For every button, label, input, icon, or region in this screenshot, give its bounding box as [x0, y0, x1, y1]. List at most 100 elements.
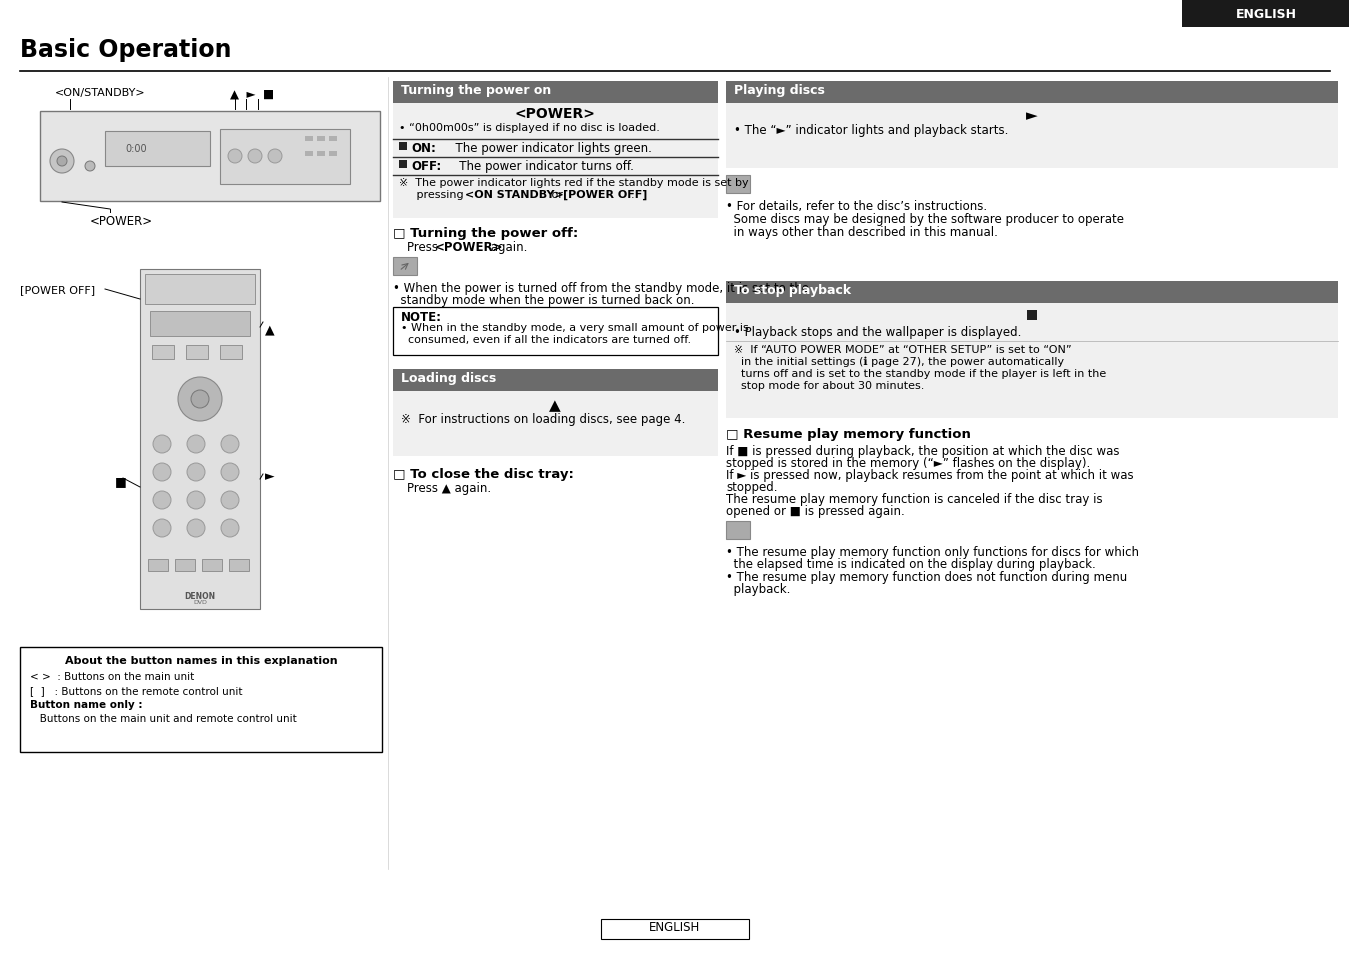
Text: • Playback stops and the wallpaper is displayed.: • Playback stops and the wallpaper is di… [734, 326, 1021, 338]
Text: opened or ■ is pressed again.: opened or ■ is pressed again. [726, 504, 905, 517]
Text: • The resume play memory function only functions for discs for which: • The resume play memory function only f… [726, 545, 1139, 558]
Bar [602, 919, 749, 939]
Text: ►: ► [264, 470, 275, 482]
Text: ※  The power indicator lights red if the standby mode is set by: ※ The power indicator lights red if the … [399, 178, 749, 188]
Circle shape [188, 436, 205, 454]
Bar [305, 137, 313, 142]
Text: in the initial settings (ℹ page 27), the power automatically: in the initial settings (ℹ page 27), the… [734, 356, 1064, 367]
Text: ※  If “AUTO POWER MODE” at “OTHER SETUP” is set to “ON”: ※ If “AUTO POWER MODE” at “OTHER SETUP” … [734, 345, 1071, 355]
Bar [393, 370, 718, 392]
Circle shape [248, 150, 262, 164]
Bar [393, 104, 718, 219]
Bar [148, 559, 169, 572]
Circle shape [152, 519, 171, 537]
Text: DENON: DENON [185, 592, 216, 600]
Text: <POWER>: <POWER> [434, 241, 503, 253]
Circle shape [221, 519, 239, 537]
Bar [726, 521, 750, 539]
Bar [202, 559, 223, 572]
Bar [175, 559, 196, 572]
Text: ►: ► [1027, 108, 1037, 123]
Text: If ■ is pressed during playback, the position at which the disc was: If ■ is pressed during playback, the pos… [726, 444, 1120, 457]
Circle shape [152, 492, 171, 510]
Bar [329, 137, 337, 142]
Text: ▲: ▲ [549, 397, 561, 413]
Circle shape [188, 463, 205, 481]
Text: ON:: ON: [411, 142, 436, 154]
Bar [399, 161, 407, 169]
Bar [393, 308, 718, 355]
Bar [150, 312, 250, 336]
Bar [144, 274, 255, 305]
Bar [186, 346, 208, 359]
Text: or: or [548, 190, 567, 200]
Bar [152, 346, 174, 359]
Circle shape [152, 436, 171, 454]
Bar [40, 112, 380, 202]
Text: consumed, even if all the indicators are turned off.: consumed, even if all the indicators are… [401, 335, 691, 345]
Bar [317, 152, 325, 157]
Text: <POWER>: <POWER> [514, 107, 595, 121]
Text: If ► is pressed now, playback resumes from the point at which it was: If ► is pressed now, playback resumes fr… [726, 469, 1133, 481]
Text: pressing: pressing [399, 190, 467, 200]
Text: playback.: playback. [726, 582, 791, 596]
Text: • For details, refer to the disc’s instructions.: • For details, refer to the disc’s instr… [726, 200, 987, 213]
Bar [726, 282, 1338, 304]
Bar [105, 132, 210, 167]
Text: < >  : Buttons on the main unit: < > : Buttons on the main unit [30, 671, 194, 681]
Circle shape [221, 463, 239, 481]
Text: Some discs may be designed by the software producer to operate: Some discs may be designed by the softwa… [726, 213, 1124, 226]
Bar [393, 257, 417, 275]
Bar [726, 304, 1338, 418]
Bar [393, 392, 718, 456]
Text: □ Resume play memory function: □ Resume play memory function [726, 428, 971, 440]
Text: stop mode for about 30 minutes.: stop mode for about 30 minutes. [734, 380, 924, 391]
Text: <ON STANDBY>: <ON STANDBY> [465, 190, 564, 200]
Text: ■: ■ [115, 475, 127, 488]
Bar [20, 647, 382, 752]
Text: OFF:: OFF: [411, 160, 441, 172]
Text: □ To close the disc tray:: □ To close the disc tray: [393, 468, 573, 480]
Text: ▲: ▲ [264, 323, 275, 335]
Circle shape [192, 391, 209, 409]
Circle shape [50, 150, 74, 173]
Text: [  ]   : Buttons on the remote control unit: [ ] : Buttons on the remote control unit [30, 685, 243, 696]
Bar [399, 143, 407, 151]
Text: stopped.: stopped. [726, 480, 777, 494]
Text: • “0h00m00s” is displayed if no disc is loaded.: • “0h00m00s” is displayed if no disc is … [399, 123, 660, 132]
Bar [220, 130, 349, 185]
Text: Loading discs: Loading discs [401, 372, 496, 385]
Bar [726, 175, 750, 193]
Text: • When the power is turned off from the standby mode, it is set to the: • When the power is turned off from the … [393, 282, 809, 294]
Circle shape [188, 492, 205, 510]
Bar [393, 82, 718, 104]
Text: Press: Press [407, 241, 441, 253]
Bar [1182, 0, 1349, 28]
Bar [726, 104, 1338, 169]
Text: The resume play memory function is canceled if the disc tray is: The resume play memory function is cance… [726, 493, 1102, 505]
Text: again.: again. [487, 241, 527, 253]
Text: standby mode when the power is turned back on.: standby mode when the power is turned ba… [393, 294, 695, 307]
Text: • The “►” indicator lights and playback starts.: • The “►” indicator lights and playback … [734, 124, 1008, 137]
Text: the elapsed time is indicated on the display during playback.: the elapsed time is indicated on the dis… [726, 558, 1095, 571]
Bar [305, 152, 313, 157]
Text: 0:00: 0:00 [125, 144, 147, 153]
Circle shape [85, 162, 94, 172]
Circle shape [57, 157, 67, 167]
Bar [229, 559, 250, 572]
Text: Button name only :: Button name only : [30, 700, 143, 709]
Bar [726, 82, 1338, 104]
Bar [140, 270, 260, 609]
Text: • When in the standby mode, a very small amount of power is: • When in the standby mode, a very small… [401, 323, 749, 333]
Circle shape [268, 150, 282, 164]
Bar [329, 152, 337, 157]
Text: ENGLISH: ENGLISH [1236, 8, 1296, 20]
Text: ENGLISH: ENGLISH [649, 920, 700, 933]
Circle shape [152, 463, 171, 481]
Text: To stop playback: To stop playback [734, 284, 851, 296]
Text: <ON/STANDBY>: <ON/STANDBY> [55, 88, 146, 98]
Text: ▲  ►  ■: ▲ ► ■ [229, 88, 274, 101]
Circle shape [221, 492, 239, 510]
Text: Playing discs: Playing discs [734, 84, 824, 97]
Text: stopped is stored in the memory (“►” flashes on the display).: stopped is stored in the memory (“►” fla… [726, 456, 1090, 470]
